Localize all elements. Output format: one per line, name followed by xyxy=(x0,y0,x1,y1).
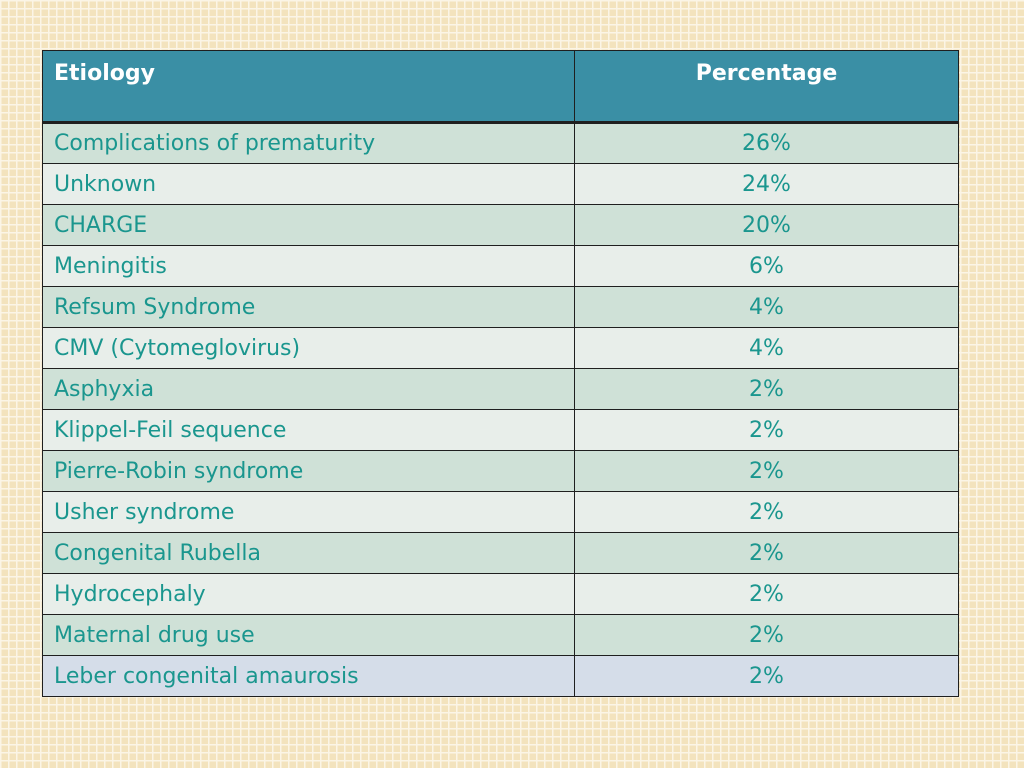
etiology-table: Etiology Percentage Complications of pre… xyxy=(42,50,959,697)
table-row: Maternal drug use 2% xyxy=(42,614,959,656)
table-row: Unknown 24% xyxy=(42,163,959,205)
table-body: Complications of prematurity 26% Unknown 24… xyxy=(42,122,959,697)
table-row: Asphyxia 2% xyxy=(42,368,959,410)
table-row: CHARGE 20% xyxy=(42,204,959,246)
etiology-cell: Refsum Syndrome xyxy=(42,286,575,328)
percentage-cell: 2% xyxy=(574,573,959,615)
header-etiology: Etiology xyxy=(42,50,575,124)
etiology-cell: CHARGE xyxy=(42,204,575,246)
header-percentage: Percentage xyxy=(574,50,959,124)
percentage-cell: 24% xyxy=(574,163,959,205)
etiology-cell: Asphyxia xyxy=(42,368,575,410)
percentage-cell: 2% xyxy=(574,614,959,656)
etiology-cell: Unknown xyxy=(42,163,575,205)
percentage-cell: 2% xyxy=(574,368,959,410)
etiology-cell: Leber congenital amaurosis xyxy=(42,655,575,697)
table-row: CMV (Cytomeglovirus) 4% xyxy=(42,327,959,369)
etiology-cell: Meningitis xyxy=(42,245,575,287)
table-header-row: Etiology Percentage xyxy=(42,50,959,124)
table-row: Meningitis 6% xyxy=(42,245,959,287)
percentage-cell: 26% xyxy=(574,122,959,164)
etiology-cell: Klippel-Feil sequence xyxy=(42,409,575,451)
etiology-cell: Congenital Rubella xyxy=(42,532,575,574)
percentage-cell: 4% xyxy=(574,286,959,328)
table-row: Usher syndrome 2% xyxy=(42,491,959,533)
etiology-cell: Pierre-Robin syndrome xyxy=(42,450,575,492)
etiology-cell: Maternal drug use xyxy=(42,614,575,656)
percentage-cell: 2% xyxy=(574,532,959,574)
table-row: Refsum Syndrome 4% xyxy=(42,286,959,328)
table-row: Hydrocephaly 2% xyxy=(42,573,959,615)
table-row: Leber congenital amaurosis 2% xyxy=(42,655,959,697)
percentage-cell: 20% xyxy=(574,204,959,246)
etiology-cell: Complications of prematurity xyxy=(42,122,575,164)
percentage-cell: 6% xyxy=(574,245,959,287)
percentage-cell: 4% xyxy=(574,327,959,369)
etiology-cell: Usher syndrome xyxy=(42,491,575,533)
table-row: Congenital Rubella 2% xyxy=(42,532,959,574)
etiology-cell: Hydrocephaly xyxy=(42,573,575,615)
percentage-cell: 2% xyxy=(574,655,959,697)
table-row: Complications of prematurity 26% xyxy=(42,122,959,164)
table-row: Klippel-Feil sequence 2% xyxy=(42,409,959,451)
table-row: Pierre-Robin syndrome 2% xyxy=(42,450,959,492)
etiology-cell: CMV (Cytomeglovirus) xyxy=(42,327,575,369)
percentage-cell: 2% xyxy=(574,450,959,492)
percentage-cell: 2% xyxy=(574,491,959,533)
percentage-cell: 2% xyxy=(574,409,959,451)
